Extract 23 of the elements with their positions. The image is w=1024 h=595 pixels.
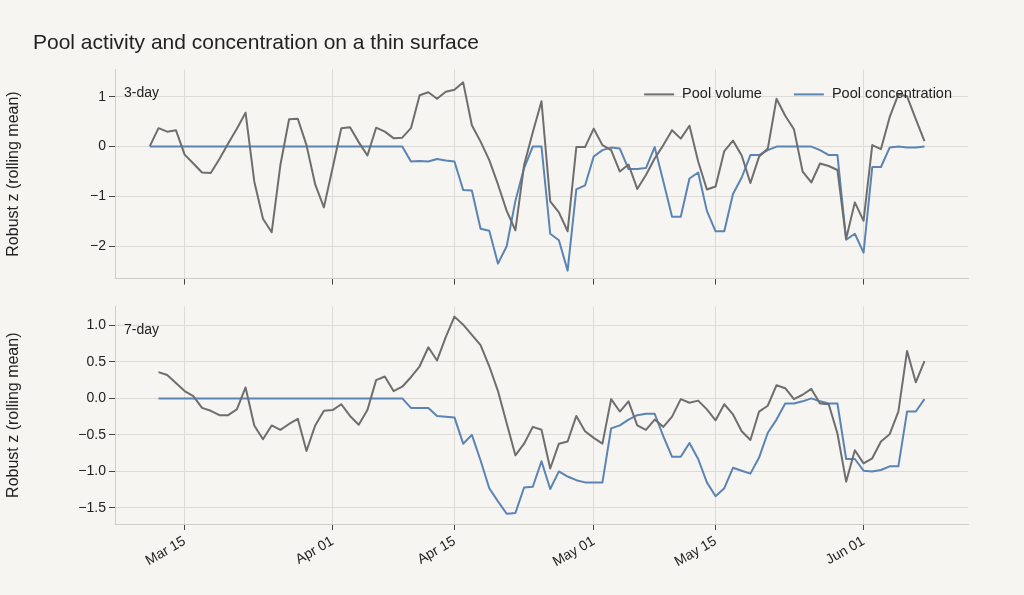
x-tick-label: Apr 15 [414,532,459,567]
legend-label: Pool volume [682,85,762,102]
y-axis-title: Robust z (rolling mean) [4,332,22,498]
x-tick-label: Jun 01 [822,532,868,568]
y-tick-label: 1 [98,87,107,104]
x-tick-label: Mar 15 [142,532,189,568]
y-tick-label: 0 [98,137,107,154]
y-tick-label: −2 [90,237,107,254]
annotation: 7-day [124,321,160,338]
chart-title: Pool activity and concentration on a thin surface [33,30,479,54]
y-tick-label: 0.0 [86,389,107,406]
y-axis-title: Robust z (rolling mean) [4,91,22,257]
y-tick-label: −1 [90,187,107,204]
x-tick-label: May 01 [549,532,598,570]
y-tick-label: −1.5 [78,498,107,515]
annotation: 3-day [124,84,160,101]
x-tick-label: May 15 [671,532,720,570]
legend-label: Pool concentration [831,85,952,102]
y-tick-label: −0.5 [78,425,107,442]
y-tick-label: 1.0 [86,316,107,333]
y-tick-label: 0.5 [86,352,107,369]
y-tick-label: −1.0 [78,462,107,479]
x-tick-label: Apr 01 [292,532,337,567]
